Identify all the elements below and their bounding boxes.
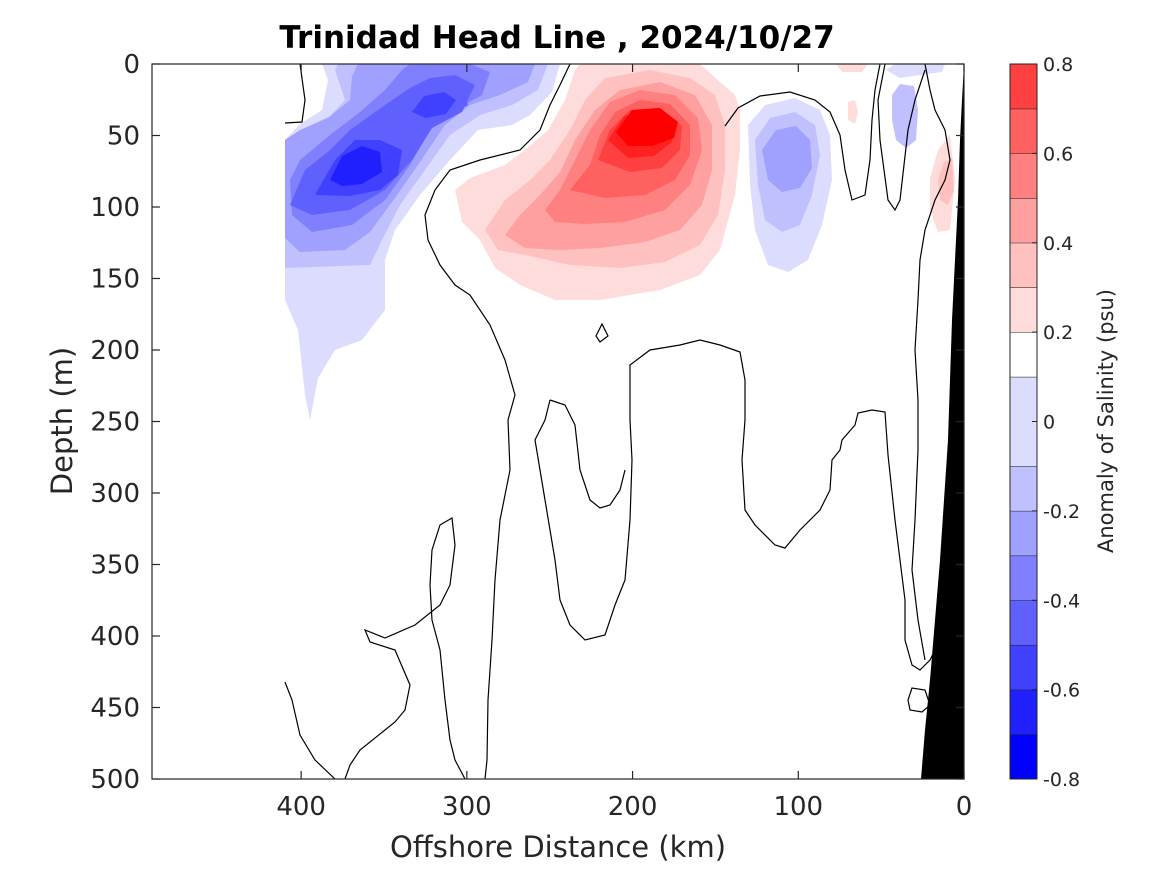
- nearshore-anomalies: [748, 64, 955, 272]
- x-tick-label: 0: [956, 792, 973, 822]
- colorbar-segment: [1010, 466, 1037, 511]
- colorbar-segment: [1010, 242, 1037, 288]
- contour-line: [595, 322, 609, 343]
- y-tick-label: 400: [90, 622, 140, 652]
- contour-fill: [412, 92, 456, 118]
- x-tick-label: 300: [442, 792, 492, 822]
- colorbar-segment: [1010, 510, 1037, 556]
- colorbar-tick-label: -0.6: [1043, 680, 1080, 702]
- contour-fill: [616, 108, 678, 146]
- x-tick-label: 200: [608, 792, 658, 822]
- colorbar-segment: [1010, 600, 1037, 645]
- contour-fill: [892, 84, 918, 148]
- colorbar-segment: [1010, 198, 1037, 243]
- zero-contour-lines: [284, 64, 963, 779]
- contour-line: [284, 64, 306, 124]
- contour-line: [724, 64, 881, 201]
- colorbar-label: Anomaly of Salinity (psu): [1094, 289, 1118, 553]
- y-tick-label: 500: [90, 765, 140, 795]
- colorbar-segment: [1010, 332, 1037, 377]
- colorbar-tick-label: -0.8: [1043, 769, 1080, 791]
- colorbar-segment: [1010, 689, 1037, 735]
- contour-fill: [848, 100, 858, 124]
- colorbar-segment: [1010, 555, 1037, 601]
- colorbar-segment: [1010, 64, 1037, 109]
- y-tick-label: 350: [90, 551, 140, 581]
- colorbar-segment: [1010, 287, 1037, 333]
- chart-title: Trinidad Head Line , 2024/10/27: [279, 20, 834, 56]
- anomaly-field: [284, 64, 964, 779]
- bathymetry-mask: [921, 64, 964, 779]
- y-axis-label: Depth (m): [45, 347, 79, 495]
- contour-line: [549, 399, 626, 509]
- contour-fill: [886, 64, 945, 78]
- colorbar-segment: [1010, 734, 1037, 779]
- contour-line: [344, 517, 466, 779]
- y-tick-label: 50: [107, 122, 140, 152]
- contour-fill: [762, 126, 812, 192]
- colorbar-ticks: 0.8 0.6 0.4 0.2 0 -0.2 -0.4 -0.6 -0.8: [1032, 54, 1080, 791]
- contour-fill: [938, 158, 954, 205]
- x-tick-label: 100: [773, 792, 823, 822]
- colorbar-tick-label: 0.4: [1043, 233, 1073, 255]
- contour-line: [284, 681, 336, 779]
- contour-line: [534, 339, 963, 671]
- y-tick-label: 200: [90, 336, 140, 366]
- y-tick-label: 450: [90, 694, 140, 724]
- colorbar-tick-label: 0.8: [1043, 54, 1073, 76]
- colorbar-segment: [1010, 108, 1037, 154]
- positive-anomaly-core: [455, 64, 740, 300]
- y-tick-label: 100: [90, 193, 140, 223]
- y-axis-ticks: 0 50 100 150 200 250 300 350 400 450 500: [90, 50, 964, 795]
- colorbar-segment: [1010, 153, 1037, 199]
- colorbar: [1010, 63, 1037, 779]
- colorbar-tick-label: 0.6: [1043, 143, 1073, 165]
- colorbar-segment: [1010, 644, 1037, 690]
- x-axis-ticks: 400 300 200 100 0: [276, 64, 972, 822]
- x-tick-label: 400: [276, 792, 326, 822]
- colorbar-tick-label: 0: [1043, 412, 1055, 434]
- contour-line: [907, 687, 931, 713]
- contour-line: [877, 64, 926, 212]
- contour-line: [424, 64, 571, 779]
- y-tick-label: 250: [90, 408, 140, 438]
- y-tick-label: 0: [123, 50, 140, 80]
- x-axis-label: Offshore Distance (km): [390, 830, 726, 864]
- contour-fill: [836, 64, 868, 72]
- contour-line: [911, 64, 951, 661]
- colorbar-tick-label: -0.4: [1043, 590, 1080, 612]
- colorbar-tick-label: 0.2: [1043, 322, 1073, 344]
- negative-anomaly-offshore: [285, 64, 560, 420]
- y-tick-label: 150: [90, 265, 140, 295]
- contour-fill: [330, 146, 382, 186]
- colorbar-tick-label: -0.2: [1043, 501, 1080, 523]
- y-tick-label: 300: [90, 479, 140, 509]
